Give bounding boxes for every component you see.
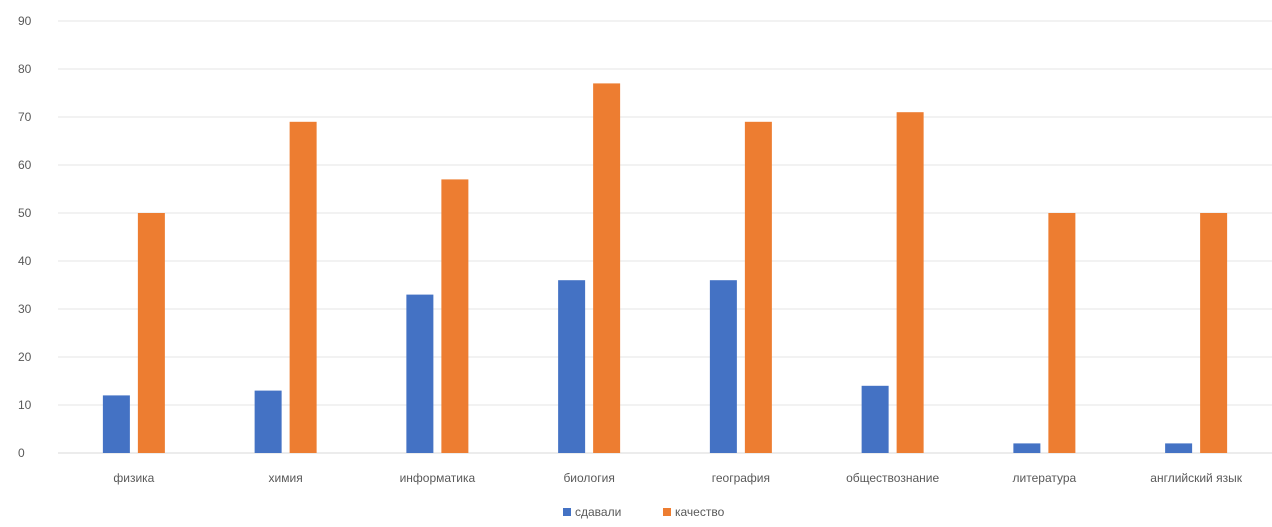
legend-swatch (663, 508, 671, 516)
bar-sdavali (102, 395, 130, 453)
bar-kachestvo (896, 112, 924, 453)
y-tick-label: 60 (18, 158, 32, 172)
bar-sdavali (1013, 443, 1041, 453)
x-tick-label: физика (113, 471, 154, 485)
bar-kachestvo (137, 213, 165, 453)
bar-sdavali (254, 390, 282, 453)
legend: сдавали качество (563, 505, 725, 519)
x-axis-ticks: физика химия информатика биология география о… (113, 471, 1242, 485)
bar-kachestvo (1200, 213, 1228, 453)
bar-sdavali (558, 280, 586, 453)
x-tick-label: география (712, 471, 770, 485)
bar-kachestvo (289, 121, 317, 454)
bar-kachestvo (593, 83, 621, 454)
x-tick-label: обществознание (846, 471, 939, 485)
y-tick-label: 70 (18, 110, 32, 124)
x-tick-label: информатика (400, 471, 476, 485)
y-tick-label: 90 (18, 14, 32, 28)
bar-kachestvo (744, 121, 772, 454)
y-tick-label: 10 (18, 398, 32, 412)
y-tick-label: 20 (18, 350, 32, 364)
y-tick-label: 40 (18, 254, 32, 268)
y-tick-label: 30 (18, 302, 32, 316)
bar-kachestvo (1048, 213, 1076, 453)
y-axis-ticks: 0 10 20 30 40 50 60 70 80 90 (18, 14, 32, 460)
bar-sdavali (406, 294, 434, 453)
bar-sdavali (709, 280, 737, 453)
y-tick-label: 0 (18, 446, 25, 460)
x-tick-label: английский язык (1150, 471, 1242, 485)
y-tick-label: 50 (18, 206, 32, 220)
gridlines (58, 20, 1272, 454)
legend-label: сдавали (575, 505, 621, 519)
legend-swatch (563, 508, 571, 516)
x-tick-label: химия (269, 471, 303, 485)
bars (102, 83, 1228, 454)
bar-sdavali (861, 385, 889, 453)
bar-sdavali (1165, 443, 1193, 453)
bar-kachestvo (441, 179, 469, 453)
legend-label: качество (675, 505, 725, 519)
x-tick-label: литература (1013, 471, 1077, 485)
y-tick-label: 80 (18, 62, 32, 76)
x-tick-label: биология (563, 471, 614, 485)
